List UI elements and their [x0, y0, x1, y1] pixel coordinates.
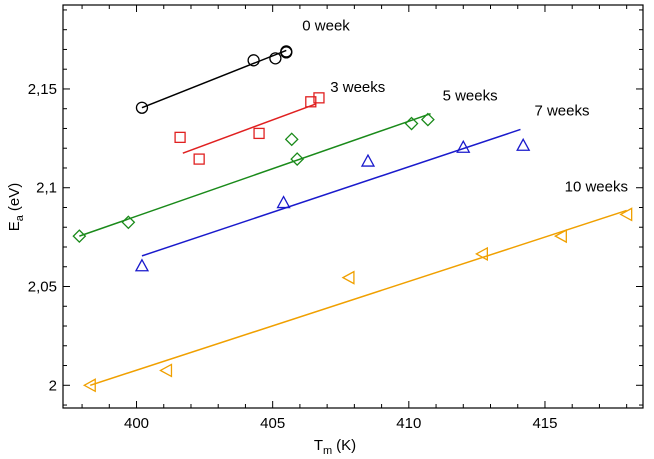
data-point [82, 378, 96, 393]
data-point [269, 52, 282, 65]
data-point [360, 153, 376, 167]
fit-line [89, 209, 627, 386]
series-label: 10 weeks [565, 178, 628, 195]
fit-line [79, 112, 431, 237]
data-point [313, 92, 325, 104]
y-tick-label: 2,1 [36, 180, 57, 197]
data-point [247, 54, 260, 67]
series-label: 5 weeks [443, 88, 498, 105]
data-point [193, 153, 205, 165]
data-point [290, 152, 305, 167]
axis-tick-labels: 400 405 410 415 2 2,05 2,1 2,15 [28, 81, 558, 432]
data-point [280, 45, 293, 58]
fit-line [141, 49, 287, 109]
data-point [134, 258, 150, 272]
data-point [341, 270, 355, 285]
axis-ticks [63, 5, 643, 408]
fit-lines [79, 49, 627, 386]
x-tick-label: 410 [396, 415, 421, 432]
data-point [121, 215, 136, 230]
data-point [174, 131, 186, 144]
data-point [253, 127, 265, 140]
data-point [420, 112, 435, 127]
series-label: 7 weeks [534, 102, 589, 119]
data-point [404, 116, 419, 131]
data-point [72, 229, 87, 244]
data-point [619, 207, 633, 222]
data-point [474, 246, 488, 262]
data-point [305, 96, 317, 108]
plot-area [62, 4, 644, 409]
data-point [135, 101, 149, 114]
fit-line [141, 128, 521, 257]
data-point [276, 195, 291, 209]
fit-line [182, 103, 317, 154]
x-tick-label: 405 [260, 415, 285, 432]
x-tick-label: 400 [124, 415, 149, 432]
data-point [553, 229, 567, 244]
data-markers [72, 45, 633, 393]
y-tick-label: 2,05 [28, 279, 57, 296]
y-tick-label: 2 [49, 377, 57, 394]
x-axis-title: Tm (K) [314, 437, 356, 457]
x-tick-label: 415 [532, 415, 557, 432]
data-point [284, 132, 299, 147]
y-axis-title: Ea(eV) [6, 183, 26, 231]
data-point [456, 139, 471, 153]
series-labels: 0 week 3 weeks 5 weeks 7 weeks 10 weeks [302, 17, 628, 195]
series-label: 3 weeks [330, 79, 385, 96]
y-tick-label: 2,15 [28, 81, 57, 98]
data-point [516, 137, 531, 151]
series-label: 0 week [302, 17, 350, 34]
data-point [159, 363, 173, 378]
